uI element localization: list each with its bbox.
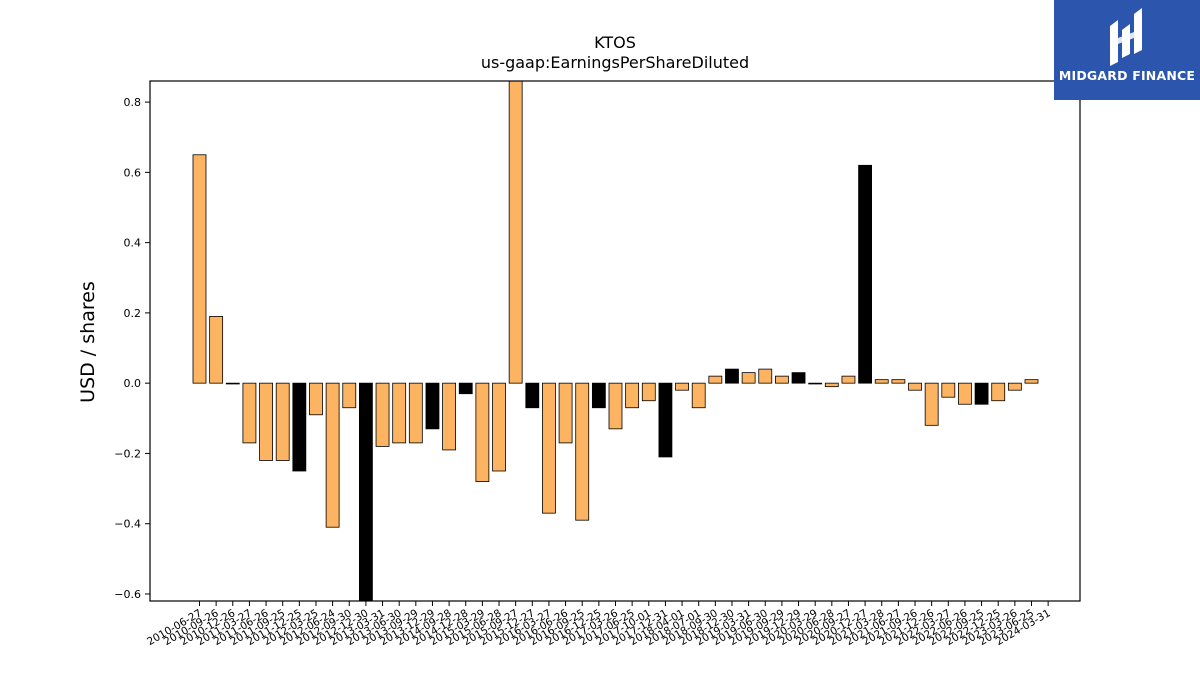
bar <box>941 382 956 398</box>
bar <box>309 382 323 416</box>
bar <box>525 382 540 409</box>
y-tick-label: 0.6 <box>124 166 142 179</box>
bar <box>209 316 224 384</box>
y-tick-label: −0.4 <box>114 518 141 531</box>
y-ticks: −0.6 −0.4 −0.2 0.0 0.2 0.4 0.6 0.8 <box>114 96 150 601</box>
bar <box>425 382 440 430</box>
bar <box>608 382 623 430</box>
bar <box>658 382 673 458</box>
bar <box>808 382 823 385</box>
bar <box>192 154 207 384</box>
bar <box>392 382 407 444</box>
chart-title: KTOS <box>594 33 636 52</box>
bar <box>625 382 640 409</box>
bar <box>1007 382 1022 391</box>
bar <box>225 382 240 385</box>
bar <box>442 382 457 451</box>
x-ticks: 2010-06-272010-09-262010-12-262011-03-27… <box>145 601 1053 648</box>
bar <box>708 375 723 384</box>
bar <box>475 382 490 482</box>
bar <box>891 379 906 384</box>
bar <box>292 382 307 472</box>
bar <box>275 382 290 461</box>
midgard-logo-icon <box>1110 8 1142 66</box>
y-tick-label: 0.0 <box>124 377 142 390</box>
y-tick-label: −0.2 <box>114 447 141 460</box>
bar <box>725 368 739 384</box>
y-tick-label: 0.4 <box>124 237 142 250</box>
bar <box>841 375 856 384</box>
bar <box>242 382 257 444</box>
bar <box>558 382 573 444</box>
bar <box>958 382 972 405</box>
brand-logo: MIDGARD FINANCE <box>1054 0 1200 100</box>
y-tick-label: 0.8 <box>124 96 142 109</box>
bar <box>492 382 506 472</box>
chart-subtitle: us-gaap:EarningsPerShareDiluted <box>481 53 749 72</box>
bar <box>408 382 423 444</box>
bar <box>924 382 939 426</box>
bars-layer <box>192 80 1039 602</box>
bar <box>259 382 273 461</box>
bar <box>342 382 357 409</box>
bar <box>741 372 756 384</box>
bar <box>791 372 806 384</box>
brand-name: MIDGARD FINANCE <box>1058 68 1196 83</box>
bar <box>575 382 590 521</box>
bar <box>358 382 373 602</box>
bar <box>974 382 989 405</box>
bar <box>325 382 340 528</box>
y-tick-label: 0.2 <box>124 307 142 320</box>
bar <box>458 382 473 395</box>
bar <box>758 368 773 384</box>
bar <box>858 164 872 384</box>
bar <box>675 382 689 391</box>
bar <box>691 382 706 409</box>
plot-frame <box>149 80 1081 602</box>
bar <box>874 379 889 384</box>
bar <box>542 382 556 514</box>
bar <box>508 80 523 384</box>
bar <box>1024 379 1039 384</box>
bar <box>641 382 656 402</box>
y-axis-label: USD / shares <box>77 281 99 403</box>
bar <box>591 382 606 409</box>
y-tick-label: −0.6 <box>114 588 141 601</box>
bar <box>824 382 839 388</box>
bar <box>908 382 922 391</box>
bar <box>991 382 1006 402</box>
bar <box>775 375 789 384</box>
bar <box>375 382 390 447</box>
